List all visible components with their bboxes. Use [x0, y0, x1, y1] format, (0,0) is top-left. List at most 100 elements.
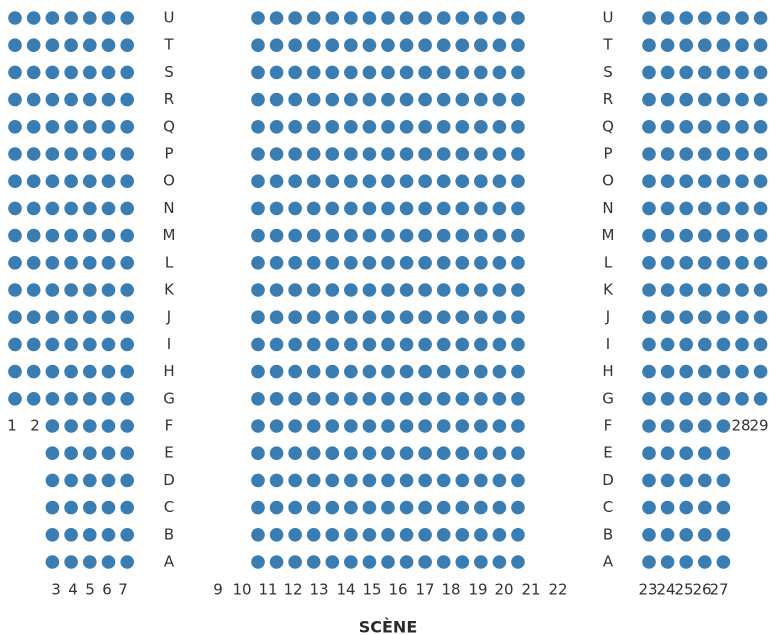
seat[interactable] [362, 364, 377, 379]
seat[interactable] [436, 364, 451, 379]
seat[interactable] [660, 528, 675, 542]
seat[interactable] [418, 555, 432, 569]
seat[interactable] [251, 201, 265, 216]
seat[interactable] [45, 500, 60, 515]
seat[interactable] [45, 446, 60, 461]
seat[interactable] [26, 174, 41, 188]
seat[interactable] [698, 528, 712, 542]
seat[interactable] [698, 201, 712, 216]
seat[interactable] [45, 228, 60, 243]
seat[interactable] [455, 120, 470, 134]
seat[interactable] [45, 419, 60, 433]
seat[interactable] [735, 38, 749, 52]
seat[interactable] [120, 120, 134, 134]
seat[interactable] [399, 364, 414, 379]
seat[interactable] [269, 419, 284, 433]
seat[interactable] [418, 65, 432, 80]
seat[interactable] [306, 174, 321, 188]
seat[interactable] [399, 174, 414, 188]
seat[interactable] [45, 392, 60, 406]
seat[interactable] [325, 120, 340, 134]
seat[interactable] [698, 92, 712, 107]
seat[interactable] [474, 11, 488, 25]
seat[interactable] [381, 446, 395, 461]
seat[interactable] [455, 228, 470, 243]
seat[interactable] [492, 120, 507, 134]
seat[interactable] [418, 11, 432, 25]
seat[interactable] [436, 446, 451, 461]
seat[interactable] [83, 283, 97, 297]
seat[interactable] [455, 500, 470, 515]
seat[interactable] [251, 555, 265, 569]
seat[interactable] [344, 528, 358, 542]
seat[interactable] [288, 147, 302, 161]
seat[interactable] [251, 255, 265, 270]
seat[interactable] [660, 174, 675, 188]
seat[interactable] [381, 419, 395, 433]
seat[interactable] [716, 120, 731, 134]
seat[interactable] [698, 364, 712, 379]
seat[interactable] [344, 92, 358, 107]
seat[interactable] [83, 228, 97, 243]
seat[interactable] [306, 283, 321, 297]
seat[interactable] [474, 392, 488, 406]
seat[interactable] [325, 92, 340, 107]
seat[interactable] [83, 255, 97, 270]
seat[interactable] [26, 364, 41, 379]
seat[interactable] [660, 473, 675, 488]
seat[interactable] [436, 92, 451, 107]
seat[interactable] [698, 120, 712, 134]
seat[interactable] [64, 65, 78, 80]
seat[interactable] [251, 147, 265, 161]
seat[interactable] [492, 92, 507, 107]
seat[interactable] [455, 555, 470, 569]
seat[interactable] [679, 283, 693, 297]
seat[interactable] [83, 446, 97, 461]
seat[interactable] [399, 283, 414, 297]
seat[interactable] [26, 11, 41, 25]
seat[interactable] [474, 555, 488, 569]
seat[interactable] [8, 174, 22, 188]
seat[interactable] [642, 11, 656, 25]
seat[interactable] [101, 255, 116, 270]
seat[interactable] [362, 38, 377, 52]
seat[interactable] [8, 38, 22, 52]
seat[interactable] [269, 555, 284, 569]
seat[interactable] [753, 11, 768, 25]
seat[interactable] [306, 120, 321, 134]
seat[interactable] [288, 255, 302, 270]
seat[interactable] [64, 337, 78, 352]
seat[interactable] [474, 310, 488, 325]
seat[interactable] [381, 120, 395, 134]
seat[interactable] [362, 201, 377, 216]
seat[interactable] [642, 500, 656, 515]
seat[interactable] [306, 11, 321, 25]
seat[interactable] [399, 446, 414, 461]
seat[interactable] [492, 500, 507, 515]
seat[interactable] [753, 364, 768, 379]
seat[interactable] [381, 255, 395, 270]
seat[interactable] [716, 528, 731, 542]
seat[interactable] [642, 92, 656, 107]
seat[interactable] [660, 283, 675, 297]
seat[interactable] [64, 38, 78, 52]
seat[interactable] [325, 364, 340, 379]
seat[interactable] [716, 310, 731, 325]
seat[interactable] [436, 147, 451, 161]
seat[interactable] [381, 364, 395, 379]
seat[interactable] [8, 120, 22, 134]
seat[interactable] [455, 174, 470, 188]
seat[interactable] [474, 364, 488, 379]
seat[interactable] [381, 174, 395, 188]
seat[interactable] [660, 147, 675, 161]
seat[interactable] [511, 555, 525, 569]
seat[interactable] [474, 174, 488, 188]
seat[interactable] [26, 92, 41, 107]
seat[interactable] [83, 555, 97, 569]
seat[interactable] [698, 11, 712, 25]
seat[interactable] [511, 65, 525, 80]
seat[interactable] [455, 528, 470, 542]
seat[interactable] [399, 147, 414, 161]
seat[interactable] [436, 392, 451, 406]
seat[interactable] [306, 201, 321, 216]
